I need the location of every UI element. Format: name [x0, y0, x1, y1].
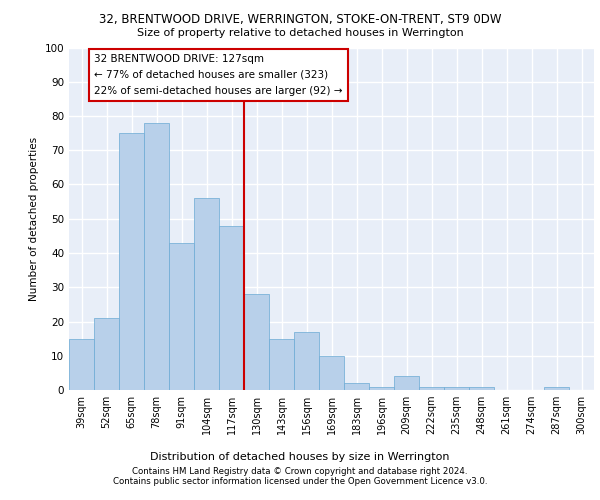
- Text: Contains public sector information licensed under the Open Government Licence v3: Contains public sector information licen…: [113, 477, 487, 486]
- Bar: [269, 338, 294, 390]
- Text: 32 BRENTWOOD DRIVE: 127sqm
← 77% of detached houses are smaller (323)
22% of sem: 32 BRENTWOOD DRIVE: 127sqm ← 77% of deta…: [94, 54, 343, 96]
- Bar: [394, 376, 419, 390]
- Bar: [419, 386, 444, 390]
- Y-axis label: Number of detached properties: Number of detached properties: [29, 136, 39, 301]
- Bar: [94, 318, 119, 390]
- Bar: [444, 386, 469, 390]
- Bar: [194, 198, 219, 390]
- Text: 32, BRENTWOOD DRIVE, WERRINGTON, STOKE-ON-TRENT, ST9 0DW: 32, BRENTWOOD DRIVE, WERRINGTON, STOKE-O…: [99, 12, 501, 26]
- Bar: [69, 338, 94, 390]
- Text: Distribution of detached houses by size in Werrington: Distribution of detached houses by size …: [150, 452, 450, 462]
- Text: Contains HM Land Registry data © Crown copyright and database right 2024.: Contains HM Land Registry data © Crown c…: [132, 467, 468, 476]
- Bar: [219, 226, 244, 390]
- Bar: [544, 386, 569, 390]
- Bar: [119, 133, 144, 390]
- Bar: [294, 332, 319, 390]
- Bar: [244, 294, 269, 390]
- Bar: [144, 123, 169, 390]
- Bar: [469, 386, 494, 390]
- Text: Size of property relative to detached houses in Werrington: Size of property relative to detached ho…: [137, 28, 463, 38]
- Bar: [344, 383, 369, 390]
- Bar: [369, 386, 394, 390]
- Bar: [169, 242, 194, 390]
- Bar: [319, 356, 344, 390]
